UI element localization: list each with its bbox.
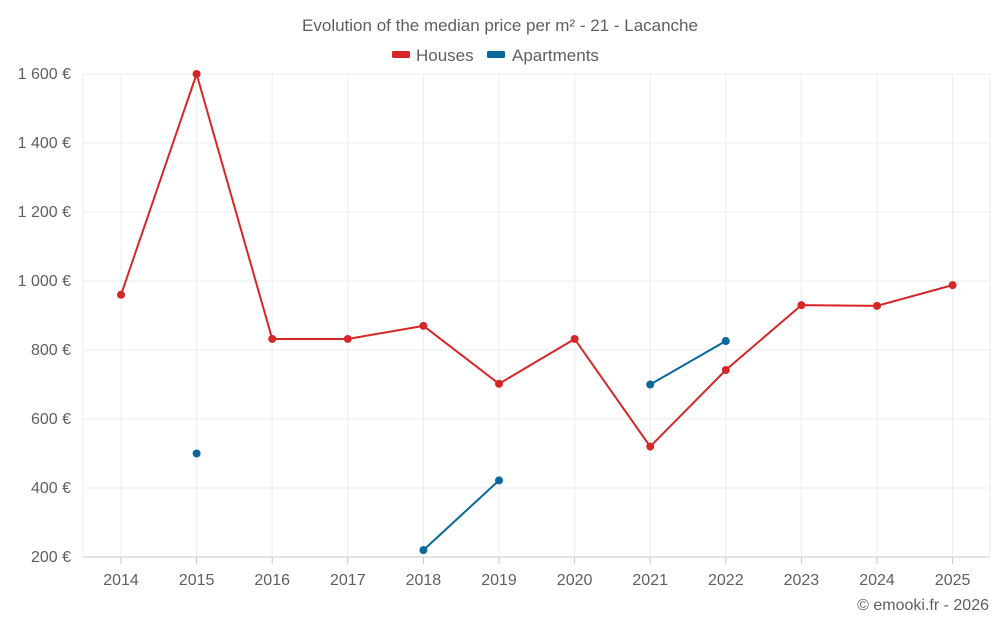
chart-axes: 200 € 400 € 600 € 800 € 1 000 € 1 200 € 1 400 … bbox=[18, 66, 971, 589]
footer-credit: © emooki.fr - 2026 bbox=[857, 597, 989, 614]
x-tick-label: 2017 bbox=[330, 572, 366, 589]
x-tick-label: 2015 bbox=[179, 572, 215, 589]
y-tick-label: 400 € bbox=[31, 480, 71, 497]
chart-title: Evolution of the median price per m² - 2… bbox=[302, 16, 698, 35]
x-tick-label: 2022 bbox=[708, 572, 744, 589]
series-points bbox=[117, 70, 957, 555]
x-tick-label: 2021 bbox=[632, 572, 668, 589]
y-tick-label: 1 600 € bbox=[18, 66, 71, 83]
x-tick-label: 2025 bbox=[935, 572, 971, 589]
houses-point[interactable] bbox=[117, 290, 125, 299]
legend-label: Apartments bbox=[512, 46, 599, 65]
houses-point[interactable] bbox=[948, 281, 957, 290]
x-tick-label: 2020 bbox=[557, 572, 593, 589]
x-tick-label: 2014 bbox=[103, 572, 139, 589]
y-tick-label: 800 € bbox=[31, 342, 71, 359]
houses-point[interactable] bbox=[192, 70, 201, 78]
apartments-point[interactable] bbox=[192, 449, 201, 458]
legend-item-apartments[interactable]: Apartments bbox=[487, 46, 599, 65]
chart-grid bbox=[82, 73, 991, 558]
houses-line-segment bbox=[120, 73, 954, 448]
y-tick-label: 1 200 € bbox=[18, 204, 71, 221]
apartments-point[interactable] bbox=[721, 337, 730, 346]
apartments-line-segment bbox=[422, 479, 500, 552]
x-tick-label: 2019 bbox=[481, 572, 517, 589]
houses-point[interactable] bbox=[721, 366, 730, 375]
apartments-point[interactable] bbox=[646, 380, 655, 389]
y-tick-label: 600 € bbox=[31, 411, 71, 428]
houses-point[interactable] bbox=[570, 334, 579, 343]
legend-swatch bbox=[487, 51, 505, 58]
houses-point[interactable] bbox=[343, 334, 352, 343]
series-lines bbox=[120, 73, 954, 552]
x-tick-label: 2024 bbox=[859, 572, 895, 589]
chart-legend: Houses Apartments bbox=[392, 46, 599, 65]
apartments-line-segment bbox=[649, 340, 727, 386]
apartments-point[interactable] bbox=[495, 476, 503, 485]
y-tick-label: 200 € bbox=[31, 549, 71, 566]
legend-swatch bbox=[392, 51, 410, 58]
houses-point[interactable] bbox=[873, 301, 881, 310]
legend-item-houses[interactable]: Houses bbox=[392, 46, 474, 65]
apartments-point[interactable] bbox=[419, 546, 428, 555]
x-tick-label: 2023 bbox=[784, 572, 820, 589]
houses-point[interactable] bbox=[495, 379, 503, 388]
y-tick-label: 1 400 € bbox=[18, 135, 71, 152]
x-tick-label: 2018 bbox=[406, 572, 442, 589]
houses-point[interactable] bbox=[797, 301, 806, 310]
legend-label: Houses bbox=[416, 46, 474, 65]
houses-point[interactable] bbox=[646, 442, 655, 451]
x-tick-label: 2016 bbox=[254, 572, 290, 589]
y-tick-label: 1 000 € bbox=[18, 273, 71, 290]
houses-point[interactable] bbox=[268, 334, 277, 343]
houses-point[interactable] bbox=[419, 321, 428, 330]
